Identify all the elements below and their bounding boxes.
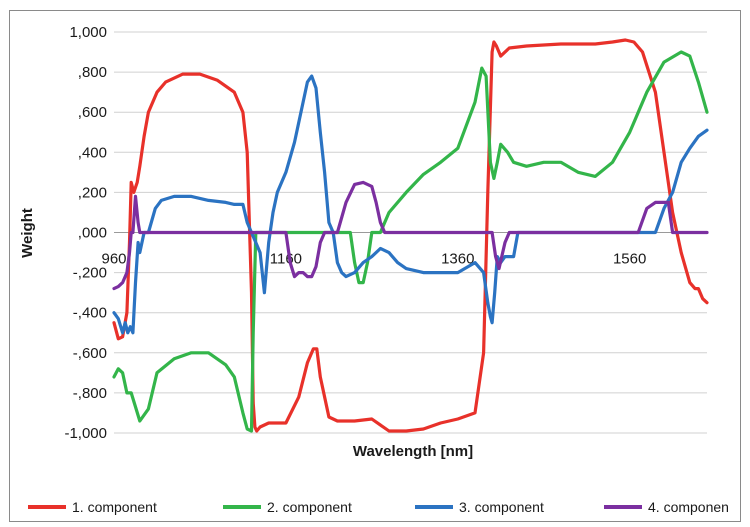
legend-label-4: 4. componen <box>648 499 729 515</box>
x-tick-label: 1360 <box>441 251 474 268</box>
legend-label-1: 1. component <box>72 499 157 515</box>
chart-frame: 1,000 ,800 ,600 ,400 ,200 ,000 -,200 -,400 -,600… <box>9 10 741 522</box>
y-tick-labels: 1,000 ,800 ,600 ,400 ,200 ,000 -,200 -,400 -,600… <box>64 24 107 442</box>
y-axis-title: Weight <box>19 208 36 258</box>
y-tick-label: ,800 <box>78 64 107 81</box>
y-tick-label: ,200 <box>78 184 107 201</box>
y-tick-label: -,800 <box>73 385 107 402</box>
series-lines <box>112 38 709 433</box>
x-tick-label: 1560 <box>613 251 646 268</box>
legend-label-3: 3. component <box>459 499 544 515</box>
y-tick-label: ,000 <box>78 225 107 242</box>
y-tick-label: ,600 <box>78 104 107 121</box>
series-line-4 <box>112 180 709 291</box>
legend: 1. component 2. component 3. component 4. c… <box>28 499 729 515</box>
y-tick-label: -,400 <box>73 305 107 322</box>
y-tick-label: 1,000 <box>69 24 107 41</box>
x-tick-labels: 960 1160 1360 1560 <box>101 251 646 268</box>
legend-label-2: 2. component <box>267 499 352 515</box>
y-tick-label: -1,000 <box>64 425 107 442</box>
y-tick-label: ,400 <box>78 144 107 161</box>
series-line-3 <box>112 74 709 335</box>
x-axis-title: Wavelength [nm] <box>353 443 473 460</box>
chart-svg: 1,000 ,800 ,600 ,400 ,200 ,000 -,200 -,400 -,600… <box>19 24 729 515</box>
series-line-2 <box>112 50 709 433</box>
x-tick-label: 960 <box>101 251 126 268</box>
x-tick-label: 1160 <box>270 251 302 268</box>
y-tick-label: -,600 <box>73 345 107 362</box>
series-line-1 <box>112 38 709 433</box>
y-tick-label: -,200 <box>73 265 107 282</box>
